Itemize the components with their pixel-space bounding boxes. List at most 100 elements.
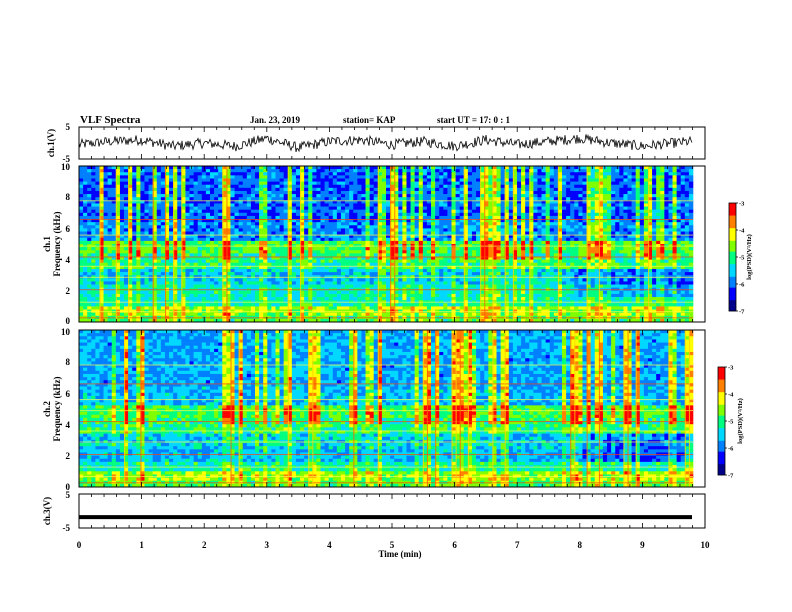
spectrogram-cell (480, 203, 485, 207)
spectrogram-cell (91, 250, 96, 254)
spectrogram-cell (386, 212, 391, 217)
spectrogram-cell (242, 253, 248, 257)
spectrogram-cell (500, 172, 505, 176)
spectrogram-cell (103, 172, 108, 176)
spectrogram-cell (332, 262, 338, 267)
spectrogram-cell (349, 190, 354, 195)
spectrogram-cell (562, 250, 567, 254)
spectrogram-cell (566, 194, 571, 198)
spectrogram-cell (328, 240, 334, 245)
spectrogram-cell (115, 228, 121, 232)
spectrogram-cell (504, 187, 510, 192)
spectrogram-cell (406, 187, 411, 192)
spectrogram-cell (619, 187, 624, 192)
spectrogram-cell (87, 215, 92, 220)
spectrogram-cell (602, 231, 608, 235)
spectrogram-cell (340, 178, 346, 182)
spectrogram-cell (602, 253, 608, 257)
spectrogram-cell (664, 265, 669, 270)
spectrogram-cell (197, 175, 203, 179)
spectrogram-cell (668, 209, 673, 214)
spectrogram-cell (660, 209, 665, 214)
spectrogram-cell (332, 181, 338, 186)
spectrogram-cell (512, 250, 518, 254)
spectrogram-cell (381, 206, 387, 210)
spectrogram-cell (643, 172, 649, 176)
spectrogram-cell (164, 259, 170, 264)
spectrogram-cell (295, 253, 301, 257)
spectrogram-cell (295, 250, 301, 254)
spectrogram-cell (128, 259, 133, 264)
spectrogram-cell (390, 209, 395, 214)
spectrogram-cell (164, 172, 170, 176)
spectrogram-cell (619, 259, 624, 264)
spectrogram-cell (566, 209, 571, 214)
spectrogram-cell (484, 253, 489, 257)
spectrogram-cell (349, 259, 354, 264)
spectrogram-cell (205, 240, 211, 245)
spectrogram-cell (525, 222, 530, 226)
spectrogram-cell (103, 253, 108, 257)
spectrogram-cell (332, 222, 338, 226)
spectrogram-cell (390, 175, 395, 179)
spectrogram-cell (394, 215, 399, 220)
spectrogram-cell (615, 190, 620, 195)
spectrogram-cell (250, 256, 256, 260)
spectrogram-cell (586, 265, 591, 270)
spectrogram-cell (283, 172, 289, 176)
spectrogram-cell (136, 247, 141, 251)
spectrogram-cell (373, 212, 379, 217)
spectrogram-cell (439, 184, 444, 189)
spectrogram-cell (316, 237, 321, 242)
spectrogram-cell (209, 234, 215, 239)
spectrogram-cell (242, 212, 248, 217)
spectrogram-cell (443, 184, 448, 189)
spectrogram-cell (124, 200, 129, 204)
spectrogram-cell (177, 187, 182, 192)
spectrogram-cell (439, 206, 444, 210)
spectrogram-cell (537, 187, 542, 192)
spectrogram-cell (246, 209, 252, 214)
spectrogram-cell (279, 262, 284, 267)
spectrogram-cell (91, 206, 96, 210)
spectrogram-cell (525, 265, 530, 270)
spectrogram-cell (459, 178, 465, 182)
spectrogram-cell (263, 187, 268, 192)
spectrogram-cell (300, 178, 305, 182)
spectrogram-cell (103, 225, 108, 229)
spectrogram-cell (570, 228, 575, 232)
spectrogram-cell (312, 240, 317, 245)
spectrogram-cell (267, 197, 272, 201)
spectrogram-cell (643, 225, 649, 229)
spectrogram-cell (410, 253, 415, 257)
spectrogram-cell (246, 256, 252, 260)
spectrogram-cell (357, 234, 362, 239)
spectrogram-cell (627, 172, 632, 176)
spectrogram-cell (680, 215, 686, 220)
spectrogram-cell (594, 237, 600, 242)
spectrogram-cell (316, 265, 321, 270)
spectrogram-cell (242, 169, 248, 173)
spectrogram-cell (455, 253, 460, 257)
spectrogram-cell (676, 203, 682, 207)
spectrogram-cell (521, 228, 526, 232)
spectrogram-cell (508, 166, 514, 170)
spectrogram-cell (345, 206, 350, 210)
spectrogram-cell (144, 228, 149, 232)
spectrogram-cell (553, 178, 559, 182)
spectrogram-cell (602, 215, 608, 220)
spectrogram-cell (185, 250, 190, 254)
spectrogram-cell (99, 194, 104, 198)
spectrogram-cell (541, 194, 546, 198)
spectrogram-cell (336, 178, 342, 182)
spectrogram-cell (169, 194, 174, 198)
spectrogram-cell (529, 187, 534, 192)
spectrogram-cell (619, 166, 624, 170)
spectrogram-cell (205, 197, 211, 201)
spectrogram-cell (136, 253, 141, 257)
spectrogram-cell (611, 225, 616, 229)
spectrogram-cell (144, 209, 149, 214)
spectrogram-cell (492, 166, 497, 170)
spectrogram-cell (242, 178, 248, 182)
spectrogram-cell (512, 190, 518, 195)
